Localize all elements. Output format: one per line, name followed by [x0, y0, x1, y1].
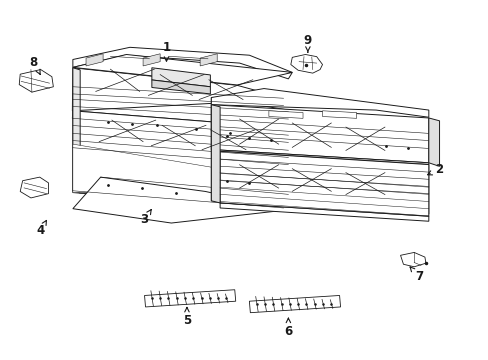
- Polygon shape: [211, 149, 428, 214]
- Polygon shape: [73, 54, 292, 85]
- Polygon shape: [73, 111, 288, 210]
- Text: 9: 9: [303, 33, 311, 52]
- Text: 5: 5: [183, 307, 191, 327]
- Text: 1: 1: [162, 41, 170, 61]
- Polygon shape: [220, 203, 428, 221]
- Polygon shape: [143, 54, 160, 66]
- Polygon shape: [268, 111, 303, 118]
- Polygon shape: [73, 47, 292, 79]
- Polygon shape: [73, 68, 80, 193]
- Polygon shape: [211, 98, 288, 163]
- Polygon shape: [72, 111, 292, 135]
- Polygon shape: [86, 54, 103, 66]
- Polygon shape: [322, 111, 356, 118]
- Polygon shape: [200, 54, 217, 66]
- Polygon shape: [20, 177, 48, 198]
- Polygon shape: [73, 191, 288, 210]
- Polygon shape: [73, 177, 288, 223]
- Text: 7: 7: [409, 267, 422, 283]
- Polygon shape: [249, 296, 340, 313]
- Text: 4: 4: [37, 220, 46, 237]
- Polygon shape: [211, 89, 428, 117]
- Polygon shape: [290, 54, 322, 73]
- Polygon shape: [152, 80, 210, 94]
- Polygon shape: [211, 105, 428, 163]
- Polygon shape: [19, 69, 53, 92]
- Polygon shape: [73, 144, 288, 210]
- Polygon shape: [220, 151, 428, 216]
- Text: 2: 2: [427, 163, 443, 176]
- Text: 3: 3: [140, 210, 151, 226]
- Text: 8: 8: [30, 56, 40, 75]
- Polygon shape: [211, 105, 220, 203]
- Polygon shape: [144, 290, 235, 307]
- Polygon shape: [400, 252, 425, 267]
- Polygon shape: [72, 68, 288, 111]
- Text: 6: 6: [284, 318, 292, 338]
- Polygon shape: [152, 68, 210, 87]
- Polygon shape: [428, 118, 439, 166]
